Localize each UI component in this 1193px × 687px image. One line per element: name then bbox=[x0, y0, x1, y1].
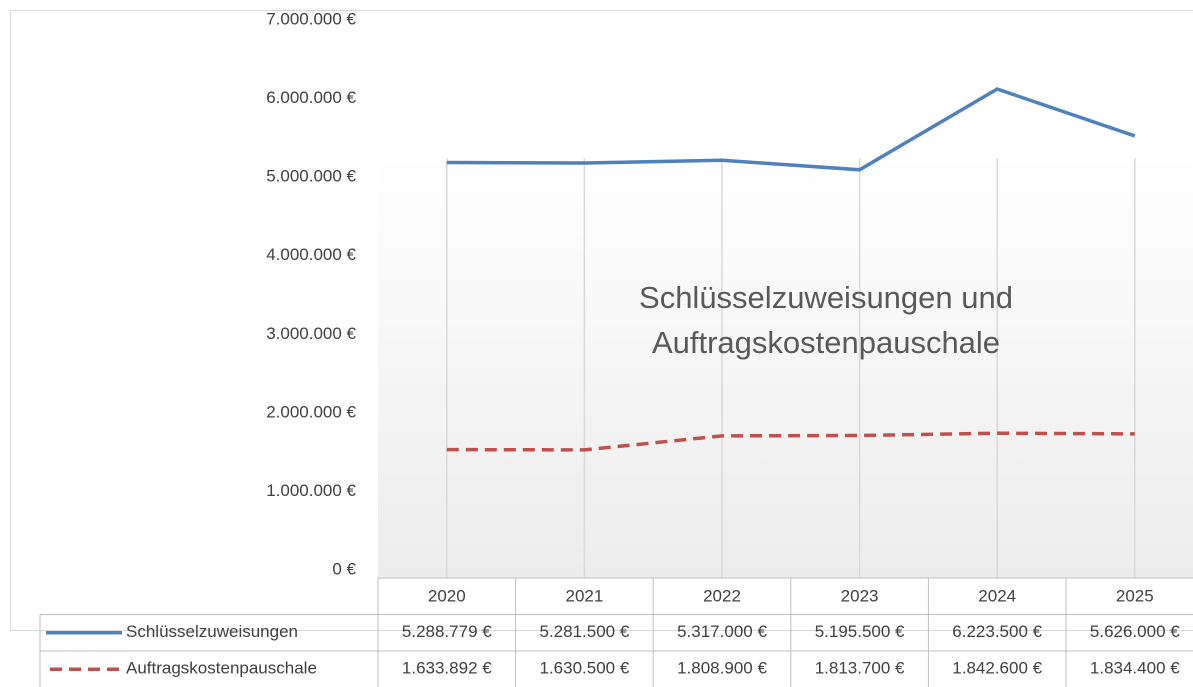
y-tick-label: 4.000.000 € bbox=[266, 245, 356, 264]
y-tick-label: 1.000.000 € bbox=[266, 481, 356, 500]
x-tick-label: 2024 bbox=[978, 587, 1016, 606]
y-tick-label: 0 € bbox=[332, 559, 356, 578]
table-value: 5.626.000 € bbox=[1090, 622, 1180, 641]
chart-border bbox=[10, 10, 1193, 631]
table-value: 1.633.892 € bbox=[402, 659, 492, 678]
x-tick-label: 2021 bbox=[565, 587, 603, 606]
x-tick-label: 2022 bbox=[703, 587, 741, 606]
chart-title: Schlüsselzuweisungen und Auftragskostenp… bbox=[639, 280, 1013, 360]
table-value: 1.842.600 € bbox=[952, 659, 1042, 678]
legend-label: Auftragskostenpauschale bbox=[126, 659, 317, 678]
y-tick-label: 6.000.000 € bbox=[266, 88, 356, 107]
y-tick-label: 3.000.000 € bbox=[266, 324, 356, 343]
y-tick-label: 5.000.000 € bbox=[266, 167, 356, 186]
table-value: 5.317.000 € bbox=[677, 622, 767, 641]
y-tick-label: 7.000.000 € bbox=[266, 9, 356, 28]
plot-background bbox=[378, 155, 1193, 578]
table-value: 5.288.779 € bbox=[402, 622, 492, 641]
y-tick-label: 2.000.000 € bbox=[266, 402, 356, 421]
table-value: 1.834.400 € bbox=[1090, 659, 1180, 678]
table-value: 5.195.500 € bbox=[815, 622, 905, 641]
x-tick-label: 2023 bbox=[841, 587, 879, 606]
series-line bbox=[446, 431, 1135, 452]
table-value: 5.281.500 € bbox=[539, 622, 629, 641]
table-value: 6.223.500 € bbox=[952, 622, 1042, 641]
table-value: 1.813.700 € bbox=[815, 659, 905, 678]
x-tick-label: 2025 bbox=[1116, 587, 1154, 606]
series-line bbox=[446, 87, 1136, 172]
x-tick-label: 2020 bbox=[428, 587, 466, 606]
table-value: 1.630.500 € bbox=[539, 659, 629, 678]
table-value: 1.808.900 € bbox=[677, 659, 767, 678]
legend-label: Schlüsselzuweisungen bbox=[126, 622, 298, 641]
